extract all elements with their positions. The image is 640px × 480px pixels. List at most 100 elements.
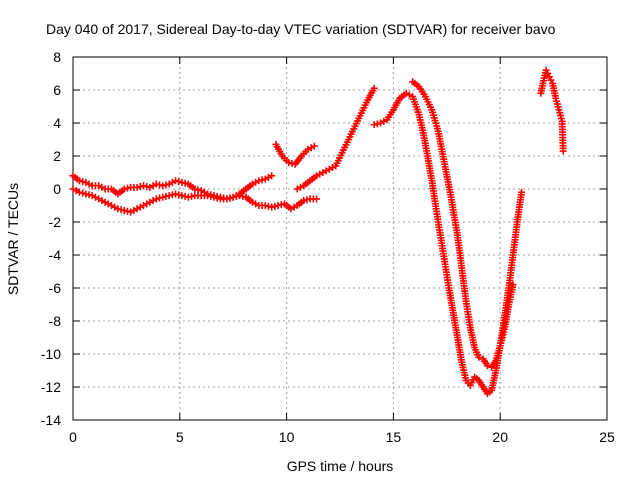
- data-point: [162, 192, 170, 200]
- data-point: [188, 192, 196, 200]
- data-point: [172, 190, 180, 198]
- data-point: [236, 192, 244, 200]
- data-point: [258, 176, 266, 184]
- data-point: [82, 190, 90, 198]
- data-point: [117, 206, 125, 214]
- data-series-6: [409, 78, 517, 371]
- data-point: [172, 177, 180, 185]
- data-point: [373, 120, 381, 128]
- y-tick-label: -14: [41, 412, 61, 428]
- y-tick-label: -10: [41, 346, 61, 362]
- data-point: [300, 197, 308, 205]
- data-point: [120, 206, 128, 214]
- x-tick-label: 10: [279, 429, 295, 445]
- y-tick-label: 8: [53, 49, 61, 65]
- y-tick-label: -6: [49, 280, 62, 296]
- data-point: [133, 183, 141, 191]
- data-points: [69, 66, 567, 398]
- y-tick-label: -12: [41, 379, 61, 395]
- data-point: [239, 192, 247, 200]
- data-point: [156, 194, 164, 202]
- data-point: [232, 192, 240, 200]
- y-tick-label: 2: [53, 148, 61, 164]
- data-point: [79, 178, 87, 186]
- data-point: [159, 182, 167, 190]
- data-point: [85, 191, 93, 199]
- data-point: [285, 159, 293, 167]
- plot-frame: [72, 56, 608, 421]
- x-tick-label: 20: [492, 429, 508, 445]
- data-point: [159, 193, 167, 201]
- data-point: [303, 196, 311, 204]
- data-point: [123, 184, 131, 192]
- y-tick-label: -4: [49, 247, 62, 263]
- data-point: [178, 192, 186, 200]
- data-series-3: [272, 140, 318, 168]
- data-point: [123, 207, 131, 215]
- data-point: [288, 159, 296, 167]
- data-point: [261, 202, 269, 209]
- data-point: [545, 73, 553, 81]
- data-point: [79, 189, 87, 197]
- data-point: [226, 194, 234, 202]
- data-point: [175, 178, 183, 186]
- data-series-7: [537, 66, 567, 155]
- data-point: [264, 202, 272, 210]
- data-point: [120, 185, 128, 193]
- data-series-2: [69, 185, 321, 216]
- data-point: [204, 192, 212, 200]
- data-point: [156, 181, 164, 189]
- data-point: [509, 281, 517, 289]
- data-point: [191, 185, 199, 193]
- data-point: [165, 192, 173, 200]
- data-point: [271, 202, 279, 210]
- data-point: [152, 180, 160, 188]
- data-series-5: [370, 89, 526, 398]
- data-point: [136, 183, 144, 191]
- data-point: [277, 201, 285, 209]
- data-point: [114, 205, 122, 213]
- data-point: [168, 191, 176, 199]
- data-point: [313, 195, 321, 203]
- y-tick-label: -8: [49, 313, 62, 329]
- data-point: [370, 121, 378, 129]
- data-point: [75, 188, 83, 196]
- y-tick-label: 0: [53, 181, 61, 197]
- axes: [72, 56, 608, 421]
- data-point: [310, 142, 318, 150]
- data-point: [268, 203, 276, 211]
- x-tick-label: 5: [176, 429, 184, 445]
- grid-lines: [73, 57, 607, 420]
- data-point: [181, 192, 189, 200]
- data-point: [213, 194, 221, 202]
- data-point: [255, 177, 263, 185]
- x-tick-label: 25: [599, 429, 615, 445]
- y-tick-label: 6: [53, 82, 61, 98]
- data-point: [559, 147, 567, 155]
- data-point: [75, 177, 83, 185]
- data-point: [181, 179, 189, 187]
- data-point: [143, 183, 151, 191]
- data-point: [223, 195, 231, 203]
- data-point: [139, 182, 147, 190]
- data-series-4: [293, 84, 378, 193]
- data-point: [518, 188, 526, 196]
- y-tick-label: -2: [49, 214, 62, 230]
- y-axis-label: SDTVAR / TECUs: [5, 183, 21, 295]
- tick-labels: 0 5 10 15 20 25 -14 -12 -10 -8 -6 -4 -2 0 2 4 6 8: [41, 49, 615, 445]
- data-point: [274, 202, 282, 209]
- data-point: [370, 84, 378, 92]
- x-tick-label: 15: [386, 429, 402, 445]
- x-tick-label: 0: [69, 429, 77, 445]
- y-tick-label: 4: [53, 115, 61, 131]
- data-point: [178, 178, 186, 186]
- data-point: [210, 193, 218, 201]
- data-point: [162, 181, 170, 189]
- data-point: [152, 195, 160, 203]
- x-axis-label: GPS time / hours: [287, 458, 394, 474]
- data-point: [475, 353, 483, 361]
- data-point: [268, 172, 276, 180]
- data-point: [229, 193, 237, 201]
- chart-title: Day 040 of 2017, Sidereal Day-to-day VTE…: [46, 21, 556, 37]
